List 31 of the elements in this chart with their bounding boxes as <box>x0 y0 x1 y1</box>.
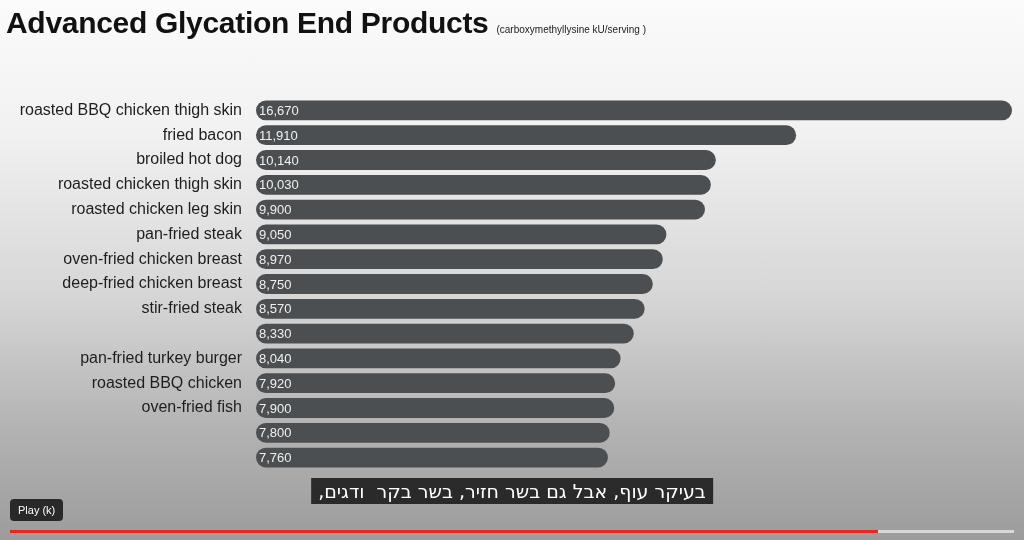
data-label: 8,750 <box>259 276 292 292</box>
y-tick-label: deep-fried chicken breast <box>62 274 243 292</box>
data-label: 10,030 <box>259 177 299 193</box>
y-tick-label: roasted chicken thigh skin <box>57 175 242 193</box>
text: Play (k) <box>10 499 64 521</box>
y-tick-label: broiled hot dog <box>136 150 242 168</box>
y-tick-label: oven-fried chicken breast <box>63 249 243 267</box>
y-tick-label: stir-fried steak <box>141 299 243 317</box>
y-tick-label: roasted chicken leg skin <box>71 200 242 218</box>
data-label: 7,900 <box>259 400 292 416</box>
data-label: 11,910 <box>259 127 298 143</box>
y-tick-label: fried bacon <box>162 125 242 143</box>
data-label: 8,330 <box>259 326 292 342</box>
data-label: 9,050 <box>259 226 292 242</box>
y-tick-label: pan-fried turkey burger <box>80 348 243 366</box>
y-tick-label: oven-fried fish <box>141 398 242 416</box>
text: בעיקר עוף, אבל גם בשר חזיר, בשר בקר ודגים, <box>311 478 713 504</box>
data-label: 8,970 <box>259 251 292 267</box>
data-label: 10,140 <box>259 152 299 168</box>
data-label: 9,900 <box>259 202 292 218</box>
chart-subtitle: (carboxymethyllysine kU/serving ) <box>496 24 646 35</box>
data-label: 16,670 <box>259 102 299 118</box>
y-tick-label: pan-fried steak <box>136 224 243 242</box>
data-label: 7,800 <box>259 425 292 441</box>
data-label: 8,570 <box>259 301 292 317</box>
chart-title: Advanced Glycation End Products <box>6 6 489 39</box>
data-label: 7,760 <box>259 450 292 466</box>
data-label: 8,040 <box>259 350 292 366</box>
y-tick-label: roasted BBQ chicken thigh skin <box>19 100 242 118</box>
y-tick-label: roasted BBQ chicken <box>91 373 242 391</box>
data-label: 7,920 <box>259 375 292 391</box>
